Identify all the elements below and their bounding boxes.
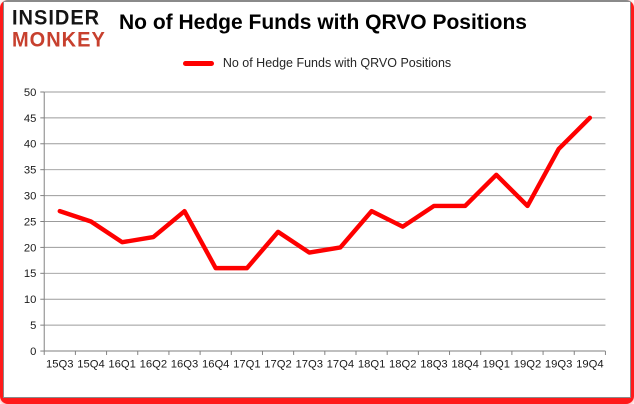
x-axis-label: 17Q4 — [327, 359, 354, 371]
series-line — [57, 115, 593, 271]
x-axis-label: 17Q1 — [233, 359, 260, 371]
chart-card: INSIDER MONKEY No of Hedge Funds with QR… — [3, 0, 631, 398]
chart-legend: No of Hedge Funds with QRVO Positions — [4, 56, 630, 70]
y-axis-label: 50 — [24, 87, 37, 99]
legend-label: No of Hedge Funds with QRVO Positions — [222, 56, 452, 70]
y-axis-label: 35 — [24, 165, 37, 177]
logo-line1: INSIDER — [12, 6, 101, 30]
x-axis-label: 16Q4 — [202, 359, 229, 371]
x-axis-label: 19Q3 — [545, 359, 572, 371]
legend-line-swatch — [182, 60, 214, 66]
x-axis-label: 19Q4 — [576, 359, 603, 371]
x-axis-label: 18Q3 — [420, 359, 447, 371]
y-axis-label: 0 — [30, 346, 36, 358]
x-axis-label: 17Q3 — [295, 359, 322, 371]
x-axis-label: 15Q3 — [46, 359, 73, 371]
y-axis-label: 45 — [24, 113, 37, 125]
y-axis-label: 30 — [24, 191, 37, 203]
chart-title: No of Hedge Funds with QRVO Positions — [119, 11, 527, 34]
x-axis-label: 18Q2 — [389, 359, 416, 371]
x-axis-label: 16Q2 — [140, 359, 167, 371]
x-axis-label: 16Q1 — [108, 359, 135, 371]
y-axis-label: 20 — [24, 242, 37, 254]
logo-line2: MONKEY — [12, 28, 106, 52]
insider-monkey-logo: INSIDER MONKEY — [12, 6, 106, 52]
x-axis-label: 16Q3 — [171, 359, 198, 371]
x-axis-label: 15Q4 — [77, 359, 104, 371]
y-axis-label: 40 — [24, 139, 37, 151]
y-axis-label: 10 — [24, 294, 37, 306]
x-axis-label: 19Q2 — [514, 359, 541, 371]
y-axis-label: 25 — [24, 216, 37, 228]
x-axis-label: 18Q4 — [451, 359, 478, 371]
x-axis-label: 19Q1 — [483, 359, 510, 371]
x-axis-label: 18Q1 — [358, 359, 385, 371]
line-chart: 0 5 10 15 20 25 30 35 40 45 50 15Q3 15Q4 16Q1 16Q2 16Q3… — [24, 87, 606, 371]
x-axis-label: 17Q2 — [264, 359, 291, 371]
y-axis-label: 5 — [30, 320, 36, 332]
y-axis-label: 15 — [24, 268, 37, 280]
